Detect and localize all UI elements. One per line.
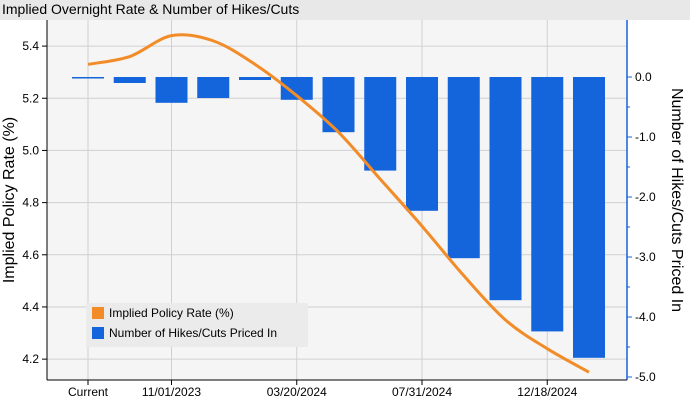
legend-box (86, 303, 308, 347)
chart-title: Implied Overnight Rate & Number of Hikes… (2, 1, 300, 17)
right-tick-label-4: -4.0 (635, 310, 656, 324)
right-axis-title: Number of Hikes/Cuts Priced In (668, 88, 685, 312)
left-tick-label-3: 4.8 (22, 196, 39, 210)
x-tick-label-3: 07/31/2024 (392, 385, 452, 399)
bar-2 (155, 77, 188, 103)
left-tick-label-6: 5.4 (22, 39, 39, 53)
bar-8 (406, 77, 438, 211)
bar-4 (239, 77, 271, 80)
left-tick-label-2: 4.6 (22, 248, 39, 262)
right-tick-label-0: 0.0 (635, 70, 652, 84)
right-tick-label-5: -5.0 (635, 370, 656, 384)
bar-9 (447, 77, 480, 259)
left-axis-title: Implied Policy Rate (%) (1, 117, 18, 283)
legend-swatch-1 (92, 327, 104, 339)
bar-12 (573, 77, 605, 358)
bar-7 (364, 77, 397, 171)
right-tick-label-1: -1.0 (635, 130, 656, 144)
bar-10 (489, 77, 522, 301)
left-tick-label-4: 5.0 (22, 143, 39, 157)
x-tick-label-0: Current (68, 385, 109, 399)
x-tick-label-1: 11/01/2023 (142, 385, 201, 399)
bar-0 (72, 77, 104, 79)
title-bar: Implied Overnight Rate & Number of Hikes… (0, 0, 690, 20)
bar-11 (531, 77, 564, 332)
right-tick-label-3: -3.0 (635, 250, 656, 264)
left-tick-label-0: 4.2 (22, 352, 39, 366)
bar-5 (280, 77, 313, 100)
left-tick-label-5: 5.2 (22, 91, 39, 105)
x-tick-label-2: 03/20/2024 (267, 385, 327, 399)
bar-6 (322, 77, 355, 133)
bar-3 (197, 77, 230, 98)
legend-label-1: Number of Hikes/Cuts Priced In (109, 326, 277, 340)
right-tick-label-2: -2.0 (635, 190, 656, 204)
x-tick-label-4: 12/18/2024 (517, 385, 577, 399)
legend-label-0: Implied Policy Rate (%) (109, 306, 234, 320)
bar-1 (113, 77, 146, 83)
left-tick-label-1: 4.4 (22, 300, 39, 314)
rate-line (87, 33, 590, 374)
legend-swatch-0 (92, 307, 104, 319)
